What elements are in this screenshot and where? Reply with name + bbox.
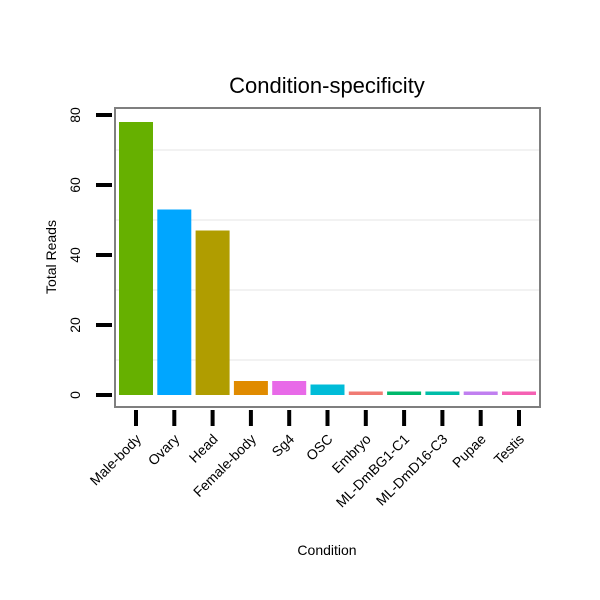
y-tick-label: 40 (67, 247, 83, 263)
bar-ml-dmd16-c3 (425, 391, 460, 395)
x-tick-label: Testis (490, 431, 527, 468)
x-tick-label: Head (186, 431, 221, 466)
bar-sg4 (272, 381, 307, 395)
x-tick-label: Pupae (449, 431, 489, 471)
bar-male-body (119, 122, 153, 395)
bar-female-body (233, 381, 268, 395)
y-tick-label: 80 (67, 107, 83, 123)
bar-ml-dmbg1-c1 (387, 391, 422, 395)
bar-testis (502, 391, 536, 395)
y-tick-label: 0 (67, 391, 83, 399)
x-axis-title: Condition (297, 542, 356, 558)
y-tick-label: 60 (67, 177, 83, 193)
chart-title: Condition-specificity (229, 73, 425, 98)
plot-frame (114, 107, 541, 408)
bar-ovary (157, 209, 192, 395)
x-tick-label: Ovary (145, 431, 183, 469)
bar-osc (310, 384, 345, 395)
x-tick-label: Male-body (87, 431, 145, 489)
y-tick-label: 20 (67, 317, 83, 333)
bar-embryo (348, 391, 383, 395)
y-axis: 0 20 40 60 80 (67, 107, 112, 399)
bar-pupae (463, 391, 498, 395)
bars (119, 122, 536, 395)
x-tick-label: OSC (303, 431, 336, 464)
bar-head (195, 230, 230, 395)
y-axis-title: Total Reads (43, 220, 59, 294)
x-tick-label: Sg4 (268, 431, 297, 460)
